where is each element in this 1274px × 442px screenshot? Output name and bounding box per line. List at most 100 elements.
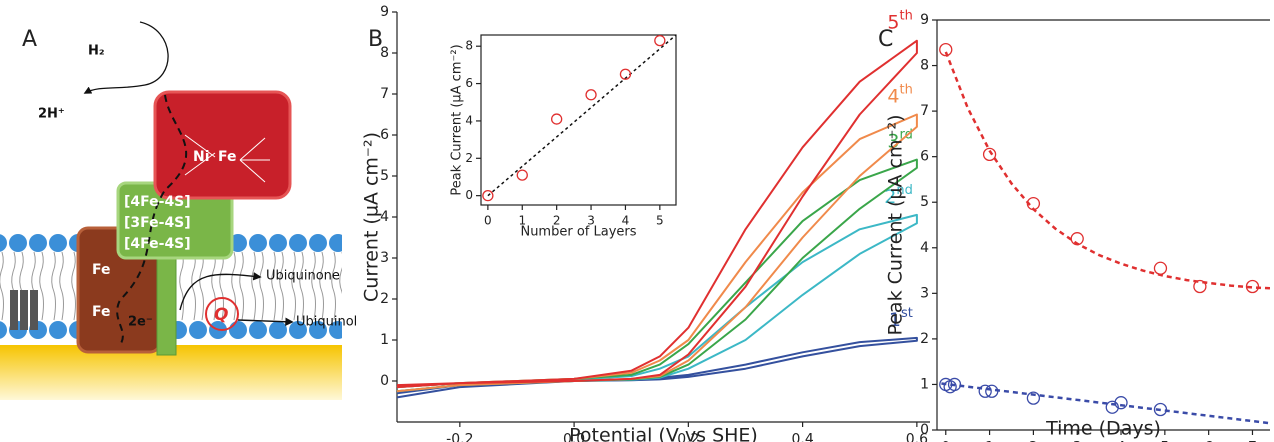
point xyxy=(654,34,666,47)
x-axis-label: Number of Layers xyxy=(520,225,636,240)
y-axis-label: Peak Current (µA cm⁻²) xyxy=(885,114,907,335)
label: [4Fe-4S] xyxy=(124,236,191,252)
x-tick-label: 2 xyxy=(553,214,561,228)
stem xyxy=(156,249,177,356)
y-tick-label: 9 xyxy=(920,12,929,28)
x-tick-label: 6 xyxy=(1204,439,1213,442)
x-tick-label: 2 xyxy=(1029,439,1038,442)
series-line xyxy=(396,39,918,389)
y-tick-label: 7 xyxy=(920,103,929,119)
x-tick-label: 3 xyxy=(1073,439,1082,442)
series-label: 2nd xyxy=(884,182,913,207)
x-axis-label: Time (Days) xyxy=(1045,418,1161,440)
y-tick-label: 3 xyxy=(920,285,929,301)
x-tick-label: 0.4 xyxy=(791,431,813,442)
y-tick-label: 4 xyxy=(920,240,929,256)
point xyxy=(1153,402,1168,417)
point xyxy=(585,89,597,101)
arrow xyxy=(237,317,294,326)
y-tick-label: 6 xyxy=(465,76,473,90)
inset-frame xyxy=(480,34,677,206)
fit-line xyxy=(487,34,676,197)
panel-label: B xyxy=(368,27,383,52)
diagram: A H₂ 2H⁺ Ni Fe [4Fe-4S] [3Fe-4S] [4Fe-4S… xyxy=(0,21,357,400)
y-tick-label: 0 xyxy=(465,188,473,202)
fit-line xyxy=(941,382,1270,425)
y-tick-label: 8 xyxy=(920,58,929,74)
label: [3Fe-4S] xyxy=(124,215,191,231)
x-tick-label: 0 xyxy=(941,439,950,442)
label: 2H⁺ xyxy=(38,107,65,122)
y-tick-label: 4 xyxy=(465,113,473,127)
point xyxy=(1114,396,1128,410)
point xyxy=(985,384,999,398)
arrow xyxy=(179,272,262,311)
y-tick-label: 1 xyxy=(380,332,389,348)
arrow xyxy=(83,21,169,94)
point xyxy=(482,190,494,202)
label: Fe xyxy=(218,149,237,165)
x-tick-label: 0.6 xyxy=(906,431,928,442)
label: [4Fe-4S] xyxy=(124,194,191,210)
x-tick-label: 1 xyxy=(985,439,994,442)
cluster-lines xyxy=(184,134,270,183)
series-label: 1st xyxy=(889,305,913,330)
label: Ubiquinol xyxy=(296,315,357,330)
y-tick-label: 5 xyxy=(380,168,389,184)
x-axis-label: Potential (V vs SHE) xyxy=(569,425,758,442)
label: Q xyxy=(214,305,228,325)
point xyxy=(1193,279,1207,294)
label: Ni xyxy=(193,149,210,165)
series-label: 4th xyxy=(887,82,912,107)
x-tick-label: 0.2 xyxy=(677,431,699,442)
fit-line xyxy=(944,51,1270,290)
label: Ubiquinone xyxy=(266,269,340,284)
y-tick-label: 2 xyxy=(920,331,929,347)
label: Fe xyxy=(92,262,111,278)
y-tick-label: 6 xyxy=(920,149,929,165)
point xyxy=(1026,391,1041,405)
series-line xyxy=(396,336,918,399)
point xyxy=(939,42,953,57)
y-tick-label: 2 xyxy=(380,291,389,307)
label: 2e⁻ xyxy=(128,315,153,330)
series-line xyxy=(396,158,918,393)
y-tick-label: 8 xyxy=(465,39,473,53)
x-tick-label: 4 xyxy=(622,214,630,228)
point xyxy=(1070,232,1084,246)
x-tick-label: 5 xyxy=(656,214,664,228)
point xyxy=(1105,400,1119,414)
point xyxy=(982,147,997,162)
point xyxy=(516,169,528,181)
panel-label: C xyxy=(878,27,893,52)
point xyxy=(619,68,632,80)
chart: 0 1 2 3 4 5 6 7 0 1 2 3 4 5 6 7 8 9 Time (Days) Peak Curren… xyxy=(878,12,1270,442)
point xyxy=(1026,196,1041,211)
y-tick-label: 9 xyxy=(380,4,389,20)
anchor xyxy=(10,290,38,330)
y-tick-label: 0 xyxy=(380,373,389,389)
chart: 0 1 2 3 4 5 0 2 4 6 8 Number of Layers Peak Current … xyxy=(450,34,677,240)
label: H₂ xyxy=(88,44,105,59)
y-tick-label: 6 xyxy=(380,127,389,143)
y-tick-label: 1 xyxy=(920,376,929,392)
y-tick-label: 4 xyxy=(380,209,389,225)
point xyxy=(551,113,563,125)
x-tick-label: 4 xyxy=(1117,439,1126,442)
y-tick-label: 0 xyxy=(920,422,929,438)
point xyxy=(1245,279,1260,294)
y-tick-label: 7 xyxy=(380,86,389,102)
x-tick-label: -0.2 xyxy=(446,431,473,442)
x-tick-label: 7 xyxy=(1248,439,1257,442)
quinone-ring xyxy=(205,297,239,331)
y-tick-label: 2 xyxy=(465,151,473,165)
subunit xyxy=(153,90,292,200)
label: Fe xyxy=(92,304,111,320)
y-axis-label: Current (µA cm⁻²) xyxy=(361,132,383,302)
x-tick-label: 3 xyxy=(587,214,595,228)
point xyxy=(1153,261,1168,275)
y-tick-label: 3 xyxy=(380,250,389,266)
y-tick-label: 5 xyxy=(920,194,929,210)
